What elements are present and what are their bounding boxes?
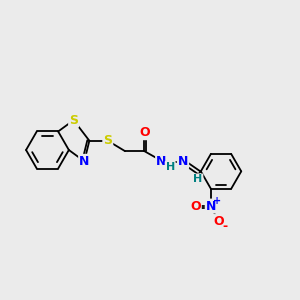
Text: N: N — [178, 155, 188, 168]
Text: S: S — [103, 134, 112, 147]
Text: H: H — [166, 162, 175, 172]
Text: N: N — [79, 155, 89, 168]
Text: N: N — [206, 200, 216, 213]
Text: H: H — [193, 174, 203, 184]
Text: +: + — [213, 196, 221, 206]
Text: O: O — [213, 215, 224, 228]
Text: O: O — [190, 200, 201, 213]
Text: N: N — [156, 155, 166, 168]
Text: -: - — [222, 220, 227, 232]
Text: O: O — [139, 126, 150, 139]
Text: S: S — [69, 114, 78, 127]
